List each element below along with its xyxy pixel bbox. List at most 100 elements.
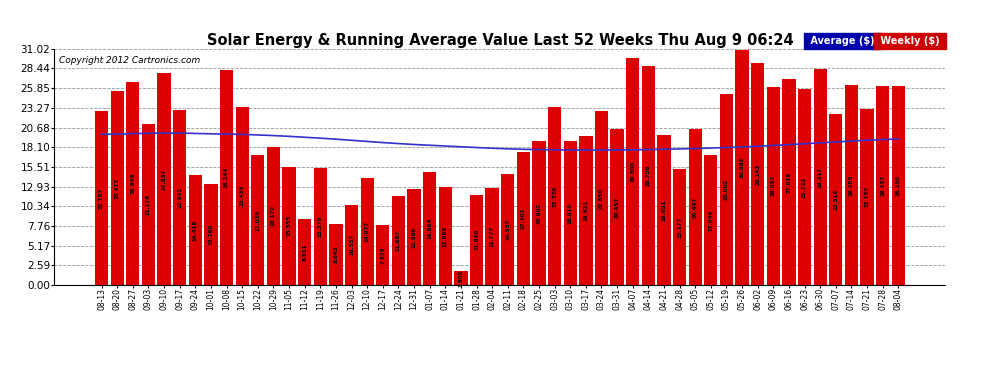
- Bar: [392, 196, 405, 285]
- Text: 8.043: 8.043: [334, 246, 339, 263]
- Bar: [236, 106, 248, 285]
- Text: 27.018: 27.018: [786, 171, 791, 193]
- Text: Weekly ($): Weekly ($): [877, 36, 942, 46]
- Text: 27.837: 27.837: [161, 168, 166, 190]
- Bar: [814, 69, 827, 285]
- Bar: [517, 153, 530, 285]
- Bar: [626, 58, 640, 285]
- Bar: [579, 136, 592, 285]
- Text: 28.756: 28.756: [645, 165, 650, 186]
- Text: 26.150: 26.150: [896, 175, 901, 196]
- Text: 15.177: 15.177: [677, 217, 682, 238]
- Bar: [126, 82, 140, 285]
- Text: 18.910: 18.910: [567, 202, 573, 223]
- Text: 14.864: 14.864: [427, 218, 433, 239]
- Bar: [330, 224, 343, 285]
- Bar: [423, 172, 437, 285]
- Text: 25.062: 25.062: [724, 179, 729, 200]
- Bar: [173, 110, 186, 285]
- Text: 26.052: 26.052: [771, 175, 776, 196]
- Text: 30.882: 30.882: [740, 157, 744, 178]
- Text: 28.317: 28.317: [818, 166, 823, 188]
- Text: 22.850: 22.850: [599, 188, 604, 209]
- Bar: [408, 189, 421, 285]
- Text: 23.320: 23.320: [552, 186, 557, 207]
- Text: 11.687: 11.687: [396, 230, 401, 251]
- Bar: [282, 166, 296, 285]
- Text: 29.143: 29.143: [755, 164, 760, 184]
- Text: 26.285: 26.285: [849, 174, 854, 195]
- Bar: [298, 219, 311, 285]
- Bar: [548, 107, 561, 285]
- Bar: [657, 135, 670, 285]
- Bar: [595, 111, 608, 285]
- Bar: [220, 70, 234, 285]
- Bar: [673, 170, 686, 285]
- Bar: [642, 66, 655, 285]
- Text: 28.244: 28.244: [224, 167, 229, 188]
- Bar: [876, 86, 889, 285]
- Bar: [563, 141, 577, 285]
- Bar: [142, 124, 155, 285]
- Text: 19.651: 19.651: [661, 200, 666, 221]
- Bar: [439, 187, 451, 285]
- Bar: [376, 225, 389, 285]
- Bar: [454, 271, 467, 285]
- Bar: [470, 195, 483, 285]
- Text: Average ($): Average ($): [807, 36, 878, 46]
- Bar: [720, 94, 734, 285]
- Text: 25.412: 25.412: [115, 178, 120, 199]
- Text: 12.777: 12.777: [490, 226, 495, 247]
- Text: 1.802: 1.802: [458, 270, 463, 287]
- Text: 14.418: 14.418: [193, 219, 198, 241]
- Bar: [751, 63, 764, 285]
- Text: 11.840: 11.840: [474, 230, 479, 251]
- Text: 22.931: 22.931: [177, 187, 182, 208]
- Text: 26.157: 26.157: [880, 175, 885, 196]
- Title: Solar Energy & Running Average Value Last 52 Weeks Thu Aug 9 06:24: Solar Energy & Running Average Value Las…: [207, 33, 793, 48]
- Bar: [189, 175, 202, 285]
- Text: 22.518: 22.518: [834, 189, 839, 210]
- Text: 17.402: 17.402: [521, 208, 526, 229]
- Bar: [689, 129, 702, 285]
- Text: 20.457: 20.457: [615, 196, 620, 218]
- Bar: [611, 129, 624, 285]
- Bar: [204, 184, 218, 285]
- Text: Copyright 2012 Cartronics.com: Copyright 2012 Cartronics.com: [59, 56, 200, 65]
- Text: 14.557: 14.557: [505, 219, 510, 240]
- Text: 12.560: 12.560: [412, 226, 417, 248]
- Bar: [360, 178, 374, 285]
- Text: 21.178: 21.178: [146, 194, 150, 215]
- Bar: [782, 79, 796, 285]
- Bar: [860, 109, 874, 285]
- Bar: [798, 89, 811, 285]
- Text: 18.172: 18.172: [271, 205, 276, 226]
- Bar: [736, 50, 748, 285]
- Text: 8.611: 8.611: [302, 243, 307, 261]
- Text: 7.826: 7.826: [380, 246, 385, 264]
- Text: 18.902: 18.902: [537, 202, 542, 223]
- Bar: [501, 174, 515, 285]
- Bar: [251, 155, 264, 285]
- Text: 23.435: 23.435: [240, 185, 245, 207]
- Bar: [704, 155, 718, 285]
- Bar: [111, 92, 124, 285]
- Bar: [345, 205, 358, 285]
- Text: 29.806: 29.806: [631, 161, 636, 182]
- Bar: [533, 141, 545, 285]
- Text: 17.044: 17.044: [709, 210, 714, 231]
- Bar: [485, 188, 499, 285]
- Bar: [95, 111, 108, 285]
- Text: 13.268: 13.268: [209, 224, 214, 245]
- Bar: [266, 147, 280, 285]
- Text: 22.797: 22.797: [99, 188, 104, 209]
- Text: 26.649: 26.649: [131, 173, 136, 194]
- Text: 17.030: 17.030: [255, 210, 260, 231]
- Bar: [844, 85, 858, 285]
- Text: 14.077: 14.077: [364, 221, 369, 242]
- Text: 20.447: 20.447: [693, 196, 698, 218]
- Bar: [830, 114, 842, 285]
- Bar: [157, 73, 170, 285]
- Text: 19.621: 19.621: [583, 200, 588, 221]
- Text: 10.557: 10.557: [349, 234, 354, 255]
